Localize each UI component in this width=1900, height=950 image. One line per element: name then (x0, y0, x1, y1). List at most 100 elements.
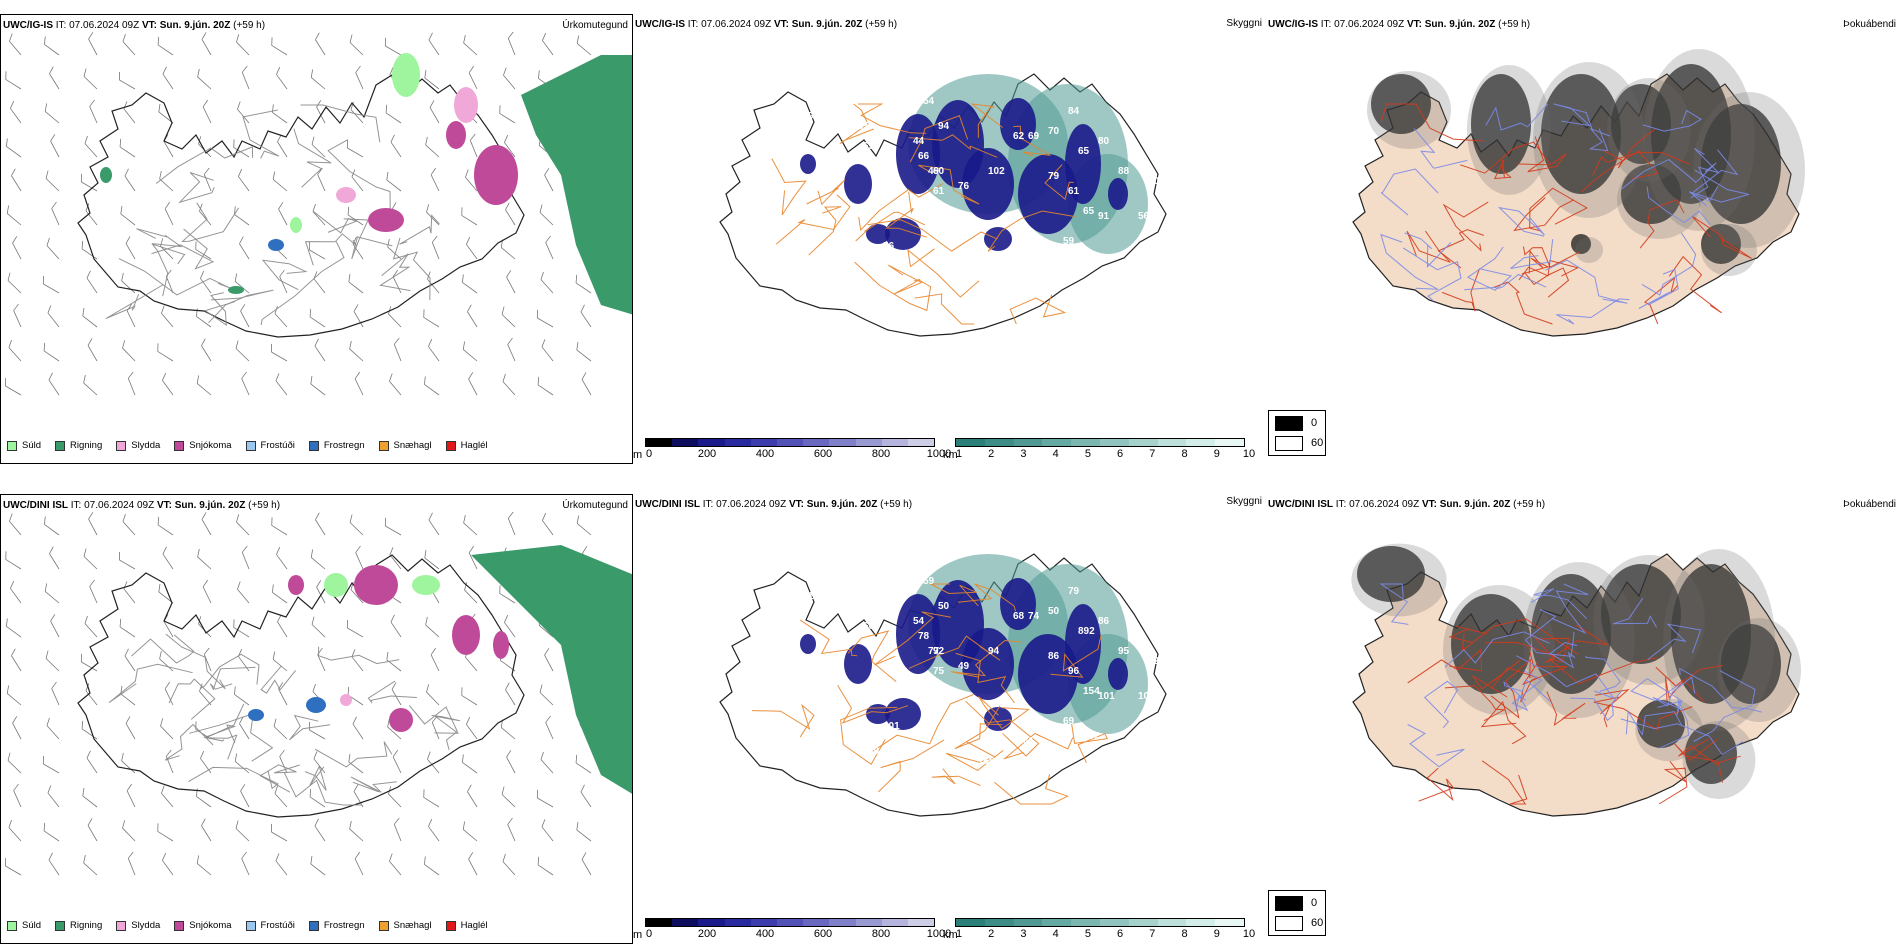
visibility-value-label: 102 (988, 166, 1005, 177)
visibility-value-label: 56 (883, 241, 895, 252)
road-line (839, 103, 874, 145)
wind-barb (506, 750, 516, 774)
road-line (1647, 623, 1702, 660)
colorbar-tick: 10 (1242, 928, 1256, 940)
legend-swatch (378, 440, 389, 451)
wind-barb (161, 785, 174, 808)
road-line (108, 663, 193, 704)
colorbar-segment (1128, 919, 1158, 926)
legend-label: Súld (22, 440, 42, 451)
model-name: UWC/IG-IS (635, 19, 685, 30)
road-line (1003, 732, 1074, 760)
wind-barb (355, 545, 364, 570)
colorbar-segment (750, 439, 777, 446)
wind-barb (12, 236, 22, 260)
wind-barb (160, 718, 174, 740)
road-line (1466, 246, 1513, 291)
wind-barb (240, 304, 250, 328)
legend-item: Súld (7, 920, 41, 931)
wind-barb (236, 34, 250, 56)
colorbar-tick: 8 (1181, 448, 1188, 460)
iceland-outline (1351, 543, 1801, 817)
road-line (260, 241, 345, 326)
wind-barb (162, 852, 174, 876)
wind-barb (541, 339, 554, 362)
wind-barb (347, 206, 364, 226)
colorbar-segment (750, 919, 777, 926)
wind-barbs (5, 511, 592, 876)
wind-barb (507, 31, 516, 56)
wind-barb (428, 512, 440, 536)
wind-barb (461, 207, 478, 226)
fog-legend-label: 60 (1311, 917, 1324, 929)
wind-barb (44, 516, 60, 536)
fog-index-map-bottom (1351, 543, 1801, 817)
wind-barb (431, 235, 440, 260)
wind-barb (200, 270, 212, 294)
road-line (1503, 679, 1551, 702)
fog-dark-area (1471, 74, 1531, 174)
wind-barb (196, 375, 212, 396)
colorbar-unit: m (633, 929, 643, 941)
wind-barb (576, 341, 592, 362)
wind-barb (44, 36, 60, 56)
road-line (209, 666, 256, 691)
fog-dark-area (1701, 224, 1741, 264)
wind-barb (464, 582, 478, 604)
road-line (1516, 655, 1616, 700)
wind-barb (271, 517, 288, 536)
wind-barb (158, 583, 174, 604)
visibility-value-label: 101 (848, 336, 865, 347)
iceland-outline (77, 554, 525, 818)
visibility-value-label: 16 (808, 591, 820, 602)
wind-barb (465, 169, 478, 192)
precip-cell (454, 87, 478, 123)
wind-barb (121, 752, 136, 774)
panel-title: Skyggni (1226, 496, 1262, 507)
road-line (1556, 298, 1630, 325)
wind-barb (83, 374, 98, 396)
road-line (1481, 760, 1528, 805)
visibility-value-label: 95 (858, 121, 870, 132)
wind-barb (537, 789, 554, 808)
wind-barb (541, 819, 554, 842)
wind-barb (463, 514, 478, 536)
visibility-value-label: 52 (838, 236, 850, 247)
panel-title: Úrkomutegund (562, 500, 628, 511)
wind-barb (85, 683, 98, 706)
visibility-value-label: 67 (943, 716, 955, 727)
legend-item: Frostregn (308, 440, 365, 451)
colorbar-tick: 1 (955, 448, 963, 460)
fog-mid-area (1717, 618, 1801, 722)
precip-cell (268, 239, 284, 251)
wind-barb (47, 305, 60, 328)
wind-barb (425, 616, 440, 638)
road-line (105, 284, 164, 319)
wind-barb (5, 857, 22, 876)
legend-swatch (55, 920, 66, 931)
road-line (431, 715, 461, 734)
wind-barb (201, 512, 212, 536)
colorbar-segment (881, 919, 908, 926)
road-line (1524, 609, 1575, 657)
wind-barb (83, 854, 98, 876)
road-line (200, 653, 260, 689)
wind-barb (121, 272, 136, 294)
wind-barb (88, 512, 98, 536)
road-line (205, 703, 245, 760)
wind-barb (48, 372, 60, 396)
iceland-outline: 94 82 16 79 69 66 59 50 54 78 77 75 57 67 101 49 92 49 94 6… (719, 553, 1167, 827)
wind-barb (576, 821, 592, 842)
legend-item: Frostregn (308, 920, 365, 931)
colorbar-segment (803, 919, 830, 926)
panel-header: UWC/IG-IS IT: 07.06.2024 09Z VT: Sun. 9.… (3, 20, 266, 31)
wind-barb (51, 681, 60, 706)
road-line (1441, 268, 1480, 312)
visibility-value-label: 47 (943, 236, 955, 247)
legend-label: Snæhagl (393, 440, 432, 451)
road-line (1546, 691, 1586, 727)
visibility-value-label: 59 (923, 576, 935, 587)
wind-barb (542, 512, 554, 536)
colorbar-segment (984, 439, 1014, 446)
wind-barb (272, 651, 288, 672)
